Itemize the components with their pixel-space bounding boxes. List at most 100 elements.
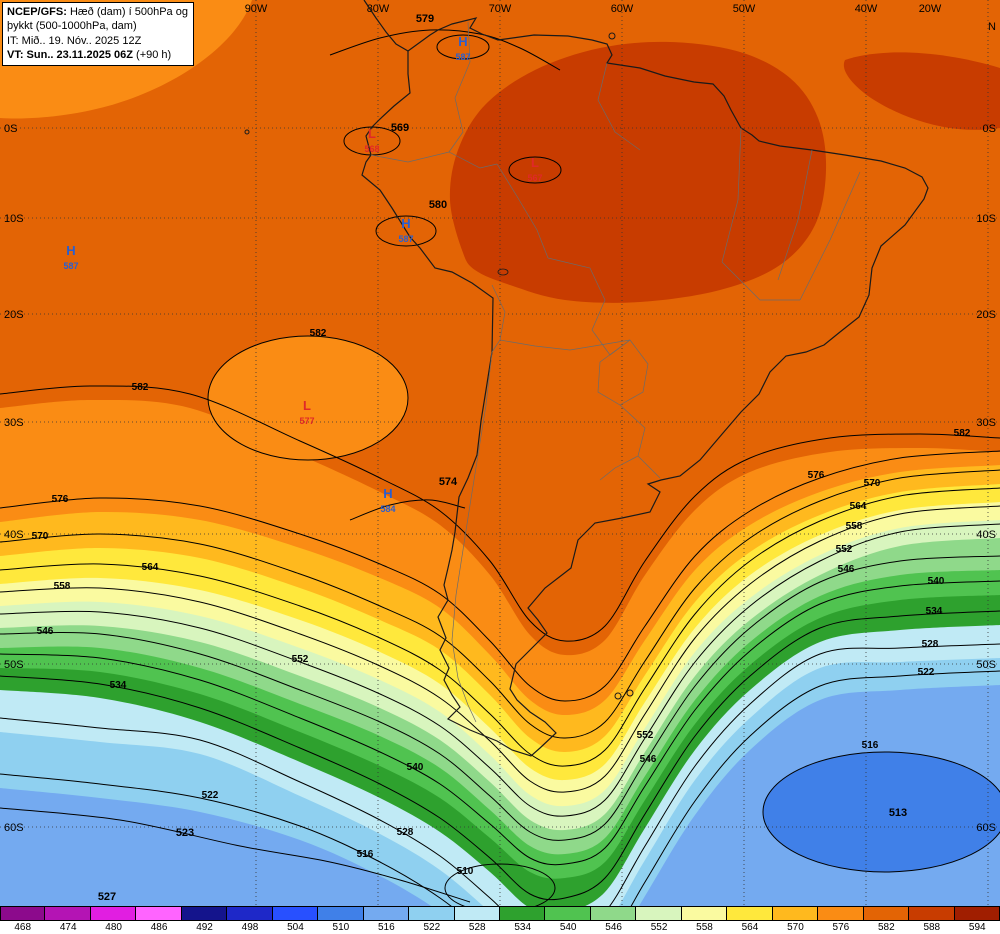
colorbar-tick-label: 504 [287,922,304,933]
colorbar-cell: 552 [635,906,682,934]
band-ne-588 [843,52,1000,130]
colorbar-tick-label: 546 [605,922,622,933]
colorbar-cell: 594 [953,906,1000,934]
colorbar-swatch [317,906,364,921]
falkland-island [614,692,622,700]
colorbar-tick-label: 510 [332,922,350,933]
colorbar-cell: 510 [317,906,364,934]
colorbar-swatch [635,906,682,921]
contour-value-label: 546 [37,626,54,637]
colorbar-tick-label: 582 [877,922,895,933]
title-text-1: Hæð (dam) í 500hPa og [66,6,188,18]
contour-value-label: 552 [637,730,654,741]
contour-line-534 [0,610,1000,901]
colorbar-cell: 504 [271,906,319,934]
country-border [799,171,861,301]
colorbar-swatch [771,906,819,921]
contour-value-label: 576 [52,494,69,505]
colorbar-cell: 522 [408,906,455,934]
colorbar-tick-label: 576 [832,922,850,933]
lake-titicaca [497,268,509,276]
country-border [599,455,639,481]
high-marker: H [401,216,410,231]
latitude-label: 40S [976,529,996,541]
latitude-label: 30S [976,417,996,429]
colorbar-cell: 540 [544,906,591,934]
marker-value-label: 584 [380,504,395,514]
contour-value-label: 546 [640,754,657,765]
colorbar-swatch [862,906,910,921]
colorbar-tick-label: 564 [741,922,759,933]
contour-line-516 [0,807,471,903]
title-line-3: IT: Mið.. 19. Nóv.. 2025 12Z [7,34,142,47]
colorbar-swatch [271,906,319,921]
country-border [370,151,498,169]
contour-value-label: 570 [32,531,49,542]
graticule-layer: 90W 80W 70W 60W 50W 40W 20W0S10S20S30S40S50S60… [0,0,1000,906]
colorbar-swatch [498,906,546,921]
contour-value-label: 582 [132,382,149,393]
colorbar-cell: 534 [498,906,546,934]
contour-line-528 [0,643,1000,934]
colorbar: 468 474 480 486 492 498 504 510 516 522 528 534 540 5… [0,906,1000,934]
colorbar-tick-label: 540 [559,922,577,933]
country-border [597,62,641,151]
marker-value-label: 587 [398,234,413,244]
height-contours-layer [0,29,1000,934]
colorbar-tick-label: 498 [241,922,259,933]
title-line-4: VT: Sun.. 23.11.2025 06Z (+90 h) [7,48,188,62]
contour-value-label: 528 [397,827,414,838]
colorbar-cell: 498 [226,906,273,934]
low-marker: L [531,155,539,170]
longitude-label: 60W [611,3,634,15]
contour-value-label: 582 [954,428,971,439]
country-border [777,149,813,281]
contour-value-label: 516 [862,740,879,751]
colorbar-swatch [180,906,228,921]
colorbar-tick-label: 534 [514,922,532,933]
colorbar-tick-label: 528 [468,922,486,933]
longitude-label: 70W [489,3,512,15]
falkland-island [626,689,634,697]
latitude-label: 60S [4,822,24,834]
country-border [499,339,631,351]
contour-value-label: 534 [110,680,127,691]
contour-line-522 [0,670,1000,934]
colorbar-cell: 546 [589,906,637,934]
contour-line-540 [0,580,1000,866]
colorbar-cell: 570 [771,906,819,934]
colorbar-cell: 468 [0,906,46,934]
colorbar-tick-label: 570 [787,922,804,933]
title-box: NCEP/GFS: Hæð (dam) í 500hPa og þykkt (5… [2,2,194,67]
contour-value-label: 576 [808,470,825,481]
colorbar-tick-label: 492 [196,922,213,933]
central-america-coastline [363,0,409,52]
colorbar-tick-label: 588 [923,922,941,933]
country-border [451,351,493,723]
band-amazon-588 [449,41,827,303]
colorbar-tick-label: 480 [105,922,122,933]
latitude-label: 50S [4,659,24,671]
forecast-hour: (+90 h) [132,48,172,61]
low-marker: L [303,398,311,413]
contour-value-label: 528 [922,639,939,650]
closed-contour-516 [762,751,1000,873]
galapagos-island [244,129,250,135]
high-marker: H [458,34,467,49]
latitude-label: 50S [976,659,996,671]
contour-value-label: 510 [457,866,474,877]
contour-value-label: 546 [838,564,855,575]
colorbar-cell: 528 [453,906,500,934]
latitude-label: 40S [4,529,24,541]
colorbar-swatch [0,906,46,921]
latitude-label: 0S [983,123,996,135]
colorbar-tick-label: 552 [650,922,668,933]
colorbar-swatch [362,906,410,921]
contour-value-label: 552 [836,544,853,555]
latitude-label: 20S [976,309,996,321]
pressure-markers-layer: H 587 L 568 L 567 H 587 H 587 L 577 H 584 [63,34,542,514]
